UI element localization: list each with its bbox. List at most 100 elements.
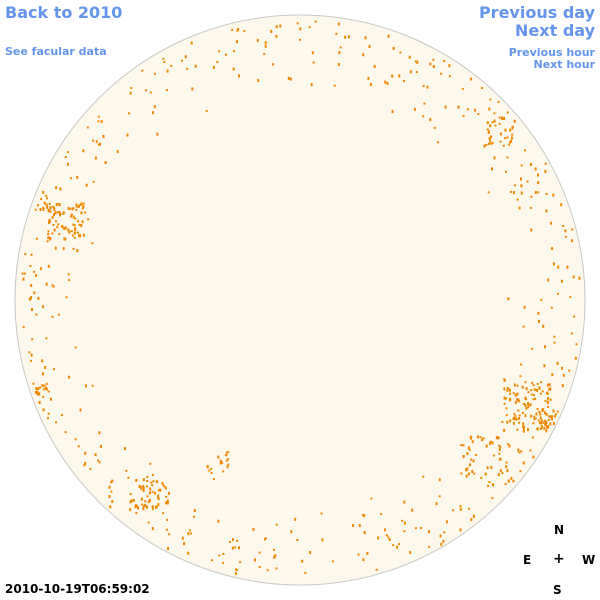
facula-point (168, 533, 171, 536)
facula-point (501, 116, 504, 120)
facula-point (82, 202, 85, 205)
facula-point (157, 497, 160, 501)
facula-point (522, 461, 525, 465)
facula-point (533, 388, 536, 392)
facula-point (28, 351, 31, 354)
facula-point (141, 69, 144, 72)
facula-point (72, 215, 75, 219)
facula-point (485, 444, 488, 448)
facula-point (270, 29, 273, 33)
facula-point (398, 74, 401, 78)
facula-point (534, 417, 537, 420)
facula-point (157, 494, 159, 498)
facula-point (75, 205, 78, 208)
facula-point (501, 472, 504, 475)
facula-point (473, 472, 476, 475)
next-day-link[interactable]: Next day (515, 21, 595, 40)
facula-point (66, 162, 69, 166)
facula-point (534, 190, 537, 194)
compass-west-label: W (582, 553, 596, 567)
facula-point (46, 197, 48, 200)
facula-point (487, 191, 490, 194)
facula-point (142, 486, 145, 490)
facula-point (129, 91, 132, 95)
facula-point (232, 67, 235, 71)
facula-point (45, 282, 48, 286)
facula-point (42, 372, 44, 376)
facula-point (76, 175, 79, 179)
facula-point (59, 213, 61, 217)
facula-point (486, 121, 489, 125)
facula-point (46, 240, 49, 243)
facula-point (70, 215, 72, 218)
facula-point (523, 305, 526, 309)
facula-point (218, 554, 221, 557)
facula-point (403, 79, 405, 82)
facula-point (512, 392, 515, 395)
facula-point (508, 388, 511, 392)
facula-point (506, 469, 509, 473)
facula-point (258, 566, 261, 568)
facula-point (148, 491, 151, 495)
facula-point (55, 421, 57, 424)
facula-point (147, 521, 150, 524)
facula-point (550, 221, 553, 225)
facula-point (74, 227, 77, 231)
facula-point (440, 72, 443, 75)
facula-point (443, 60, 446, 62)
facula-point (508, 143, 511, 146)
facula-point (37, 387, 40, 391)
facula-point (461, 87, 464, 90)
facula-point (487, 130, 490, 134)
facula-point (58, 211, 61, 214)
facula-point (138, 485, 141, 488)
facula-point (503, 396, 506, 400)
facula-point (42, 190, 45, 194)
facula-point (94, 156, 97, 160)
see-facular-data-link[interactable]: See facular data (5, 45, 107, 58)
facula-point (497, 473, 500, 477)
facula-point (37, 296, 40, 300)
facula-point (488, 107, 491, 111)
facula-point (70, 230, 73, 233)
facula-point (45, 382, 48, 385)
facula-point (157, 503, 160, 506)
facula-point (509, 141, 512, 144)
previous-hour-link[interactable]: Previous hour (508, 46, 595, 59)
facula-point (498, 458, 501, 461)
facula-point (493, 119, 496, 123)
facula-point (150, 481, 153, 484)
facula-point (128, 112, 130, 115)
facula-point (56, 226, 59, 229)
next-hour-link[interactable]: Next hour (533, 58, 596, 71)
facula-point (503, 428, 506, 432)
facula-point (459, 528, 462, 532)
facula-point (551, 373, 554, 377)
facula-point (527, 406, 530, 409)
facula-point (38, 392, 41, 396)
facula-point (62, 247, 65, 251)
facula-point (347, 35, 350, 39)
facula-point (48, 208, 51, 212)
facula-point (64, 237, 67, 241)
facula-point (210, 472, 213, 474)
facula-point (80, 211, 83, 215)
facula-point (225, 451, 228, 454)
facula-point (472, 514, 475, 518)
previous-day-link[interactable]: Previous day (478, 3, 595, 22)
facula-point (42, 395, 45, 398)
facula-point (310, 83, 313, 87)
facula-point (290, 530, 293, 534)
facula-point (68, 375, 71, 379)
facula-point (238, 546, 240, 550)
facula-point (168, 491, 170, 495)
facula-point (532, 398, 535, 401)
facula-point (527, 391, 530, 394)
facula-point (30, 359, 33, 362)
facula-point (547, 392, 550, 395)
facula-point (546, 401, 549, 405)
facula-point (391, 74, 394, 78)
facula-point (548, 387, 551, 391)
back-to-year-link[interactable]: Back to 2010 (5, 3, 123, 22)
facula-point (229, 540, 231, 543)
